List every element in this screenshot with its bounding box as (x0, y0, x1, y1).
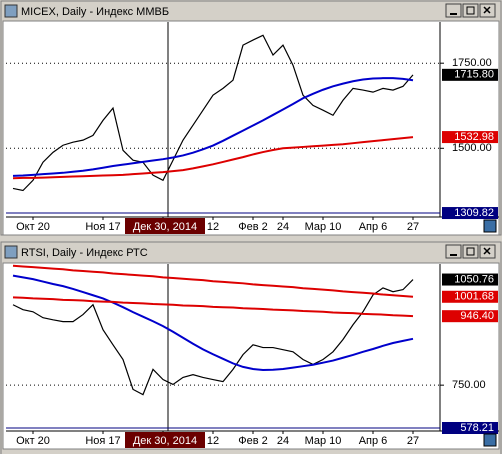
value-marker-label: 578.21 (460, 422, 494, 434)
x-tick-label: Ноя 17 (85, 221, 120, 233)
value-marker (442, 68, 498, 81)
value-marker (442, 131, 498, 144)
value-marker-label: 1532.98 (454, 131, 494, 143)
value-marker-label: 1309.82 (454, 207, 494, 219)
app-icon (4, 245, 18, 259)
x-tick-label: 24 (277, 435, 289, 447)
x-tick-label: 27 (407, 435, 419, 447)
x-tick-label: Апр 6 (359, 221, 388, 233)
title-bar (3, 244, 499, 260)
max-glyph (466, 247, 475, 256)
value-marker (442, 290, 498, 303)
value-marker-label: 1050.76 (454, 273, 494, 285)
value-marker-label: 946.40 (460, 310, 494, 322)
x-tick-label: Апр 6 (359, 435, 388, 447)
x-tick-label: Дек 30, 2014 (133, 221, 197, 233)
x-tick-label: Мар 10 (305, 435, 342, 447)
x-tick-label: Окт 20 (16, 435, 50, 447)
x-tick-label: Ноя 17 (85, 435, 120, 447)
minimize-button[interactable] (445, 244, 462, 259)
app-icon (4, 4, 18, 18)
minimize-button[interactable] (445, 3, 462, 18)
series-line (12, 296, 414, 318)
x-tick-label: 24 (277, 221, 289, 233)
series-line (12, 34, 414, 192)
value-marker-label: 1001.68 (454, 291, 494, 303)
y-tick-label: 1500.00 (452, 142, 492, 154)
series-line (12, 279, 414, 396)
x-tick-label: Фев 2 (238, 221, 268, 233)
chart-area (2, 20, 500, 236)
x-tick-label: Окт 20 (16, 221, 50, 233)
x-tick-label: 12 (207, 435, 219, 447)
series-line (12, 77, 414, 177)
close-glyph (483, 247, 491, 255)
y-tick-label: 1750.00 (452, 57, 492, 69)
title-bar (3, 3, 499, 19)
window-title: MICEX, Daily - Индекс ММВБ (21, 6, 169, 18)
max-glyph (466, 6, 475, 15)
x-tick-label: Дек 30, 2014 (133, 435, 197, 447)
series-line (12, 274, 414, 372)
x-tick-label: 27 (407, 221, 419, 233)
value-marker (442, 310, 498, 323)
value-marker (442, 207, 498, 220)
chart-area (2, 262, 500, 450)
cursor-date-box (125, 432, 205, 448)
y-tick-label: 750.00 (452, 379, 486, 391)
x-tick-label: Мар 10 (305, 221, 342, 233)
window-title: RTSI, Daily - Индекс РТС (21, 247, 148, 259)
close-glyph (483, 6, 491, 14)
value-marker (442, 273, 498, 286)
scroll-button[interactable] (483, 219, 497, 233)
value-marker (442, 422, 498, 434)
scroll-button[interactable] (483, 433, 497, 447)
maximize-button[interactable] (462, 244, 479, 259)
value-marker-label: 1715.80 (454, 69, 494, 81)
series-line (12, 136, 414, 180)
series-line (12, 264, 414, 298)
cursor-date-box (125, 218, 205, 234)
x-tick-label: 12 (207, 221, 219, 233)
x-tick-label: Фев 2 (238, 435, 268, 447)
maximize-button[interactable] (462, 3, 479, 18)
